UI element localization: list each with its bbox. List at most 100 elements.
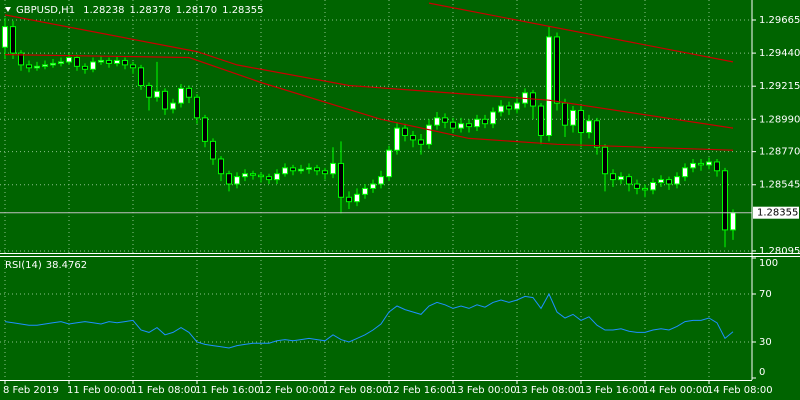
candle-body	[330, 162, 336, 175]
moving-average	[4, 54, 734, 151]
candle-body	[178, 87, 184, 104]
candle-body	[66, 57, 72, 63]
candle-body	[426, 124, 432, 145]
rsi-current: 38.4762	[46, 260, 87, 271]
candle-body	[706, 161, 712, 166]
candle-body	[298, 168, 304, 172]
collapse-icon[interactable]	[5, 7, 11, 12]
candle-body	[90, 61, 96, 70]
candle-body	[586, 120, 592, 134]
candle-body	[290, 167, 296, 172]
candle-body	[274, 173, 280, 181]
candle-body	[506, 105, 512, 110]
candle-body	[106, 59, 112, 64]
x-tick-label: 13 Feb 16:00	[579, 385, 645, 396]
candle-body	[338, 162, 344, 198]
candle-body	[538, 105, 544, 136]
candle-body	[698, 162, 704, 166]
candle-body	[618, 176, 624, 181]
candle-body	[498, 105, 504, 113]
current-price-label: 1.28355	[757, 208, 798, 219]
candle-body	[226, 173, 232, 185]
y-tick-label: 1.29440	[759, 48, 800, 59]
candle-body	[354, 193, 360, 203]
candle-body	[626, 176, 632, 185]
x-tick-label: 13 Feb 08:00	[515, 385, 581, 396]
candle-body	[346, 196, 352, 203]
candle-body	[122, 59, 128, 66]
main-pane	[0, 2, 752, 248]
candle-body	[722, 170, 728, 231]
x-tick-label: 8 Feb 2019	[3, 385, 59, 396]
candle-body	[146, 84, 152, 98]
candle-body	[2, 26, 8, 48]
x-tick-label: 11 Feb 08:00	[131, 385, 197, 396]
candle-body	[10, 26, 16, 54]
candle-body	[258, 174, 264, 178]
moving-average	[4, 14, 734, 129]
y-tick-label: 1.28770	[759, 147, 800, 158]
candle-body	[562, 102, 568, 126]
candle-body	[690, 162, 696, 169]
candle-body	[474, 118, 480, 128]
candle-body	[642, 187, 648, 191]
candle-body	[170, 102, 176, 110]
ohlc-close: 1.28355	[222, 5, 263, 16]
current-price-box	[753, 206, 799, 219]
candle-body	[434, 117, 440, 126]
candle-body	[610, 173, 616, 181]
candle-body	[50, 62, 56, 66]
candle-body	[34, 65, 40, 69]
candle-body	[130, 64, 136, 69]
candle-body	[210, 140, 216, 160]
candle-body	[650, 182, 656, 191]
candle-body	[410, 134, 416, 141]
chart-title: GBPUSD,H1 1.28238 1.28378 1.28170 1.28355	[16, 5, 264, 16]
candle-body	[634, 183, 640, 189]
x-tick-label: 12 Feb 00:00	[259, 385, 325, 396]
x-tick-label: 14 Feb 08:00	[707, 385, 773, 396]
axes-layer: 1.28095 1.28545 1.28770 1.28990 1.29215 1.294…	[3, 15, 800, 396]
y-tick-label: 1.28545	[759, 180, 800, 191]
candle-body	[482, 118, 488, 125]
rsi-pane	[4, 292, 734, 349]
x-tick-label: 14 Feb 00:00	[643, 385, 709, 396]
x-tick-label: 11 Feb 16:00	[195, 385, 261, 396]
candle-body	[82, 65, 88, 70]
candle-body	[578, 109, 584, 134]
candle-body	[266, 176, 272, 181]
candle-body	[418, 139, 424, 145]
candle-body	[306, 167, 312, 170]
candle-body	[202, 117, 208, 142]
candle-body	[186, 87, 192, 98]
candle-body	[26, 64, 32, 69]
candle-body	[490, 111, 496, 125]
candle-body	[466, 123, 472, 128]
candle-body	[602, 146, 608, 175]
candle-body	[42, 64, 48, 67]
y-tick-label: 70	[759, 289, 772, 300]
symbol: GBPUSD,H1	[16, 5, 75, 16]
candle-body	[378, 176, 384, 185]
candle-body	[154, 90, 160, 98]
candle-body	[314, 167, 320, 172]
candle-body	[458, 123, 464, 129]
ohlc-open: 1.28238	[83, 5, 124, 16]
candle-body	[682, 167, 688, 178]
candle-body	[194, 96, 200, 119]
y-tick-label: 1.28095	[759, 246, 800, 257]
candle-body	[666, 179, 672, 185]
candle-body	[138, 67, 144, 86]
grid-layer	[0, 0, 752, 380]
candle-body	[594, 120, 600, 148]
rsi-line	[4, 292, 734, 349]
x-tick-label: 11 Feb 00:00	[67, 385, 133, 396]
y-tick-label: 1.29665	[759, 15, 800, 26]
candle-body	[362, 187, 368, 195]
rsi-title: RSI(14) 38.4762	[5, 260, 87, 271]
candle-body	[658, 179, 664, 184]
y-tick-label: 30	[759, 337, 772, 348]
candle-body	[74, 57, 80, 67]
y-tick-label: 1.29215	[759, 81, 800, 92]
candle-body	[98, 59, 104, 63]
